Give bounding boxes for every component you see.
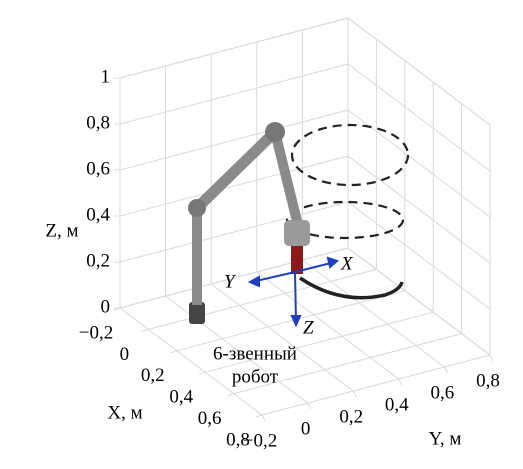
x-tick-label: −0,2: [79, 322, 113, 343]
x-axis-label: X, м: [107, 402, 142, 423]
frame-label: X: [340, 253, 354, 274]
x-tick-label: 0,4: [169, 387, 193, 408]
grid-line: [348, 64, 490, 171]
grid-line: [120, 202, 348, 262]
grid-line: [348, 156, 490, 263]
frame-arrow: [328, 258, 337, 267]
robot-link: [197, 132, 275, 208]
x-tick-label: 0,2: [141, 365, 165, 386]
y-tick: [444, 367, 447, 373]
y-tick-label: 0,6: [431, 382, 455, 403]
z-tick-label: 0: [101, 296, 111, 317]
y-tick-label: 0: [301, 418, 311, 439]
path-arc: [300, 278, 402, 298]
robot-joint: [188, 199, 206, 217]
y-tick-label: −0,2: [243, 430, 277, 451]
chart: X Y Z 6-звенный робот Z, м X, м Y, м −0,…: [0, 0, 523, 464]
z-tick-label: 0,8: [86, 112, 110, 133]
z-axis-label: Z, м: [45, 220, 78, 241]
grid-line: [348, 18, 490, 125]
grid-line: [148, 269, 376, 329]
annotation: робот: [232, 366, 279, 387]
robot-wrist: [284, 220, 310, 246]
z-tick-label: 0,6: [86, 158, 110, 179]
z-tick-label: 1: [101, 66, 111, 87]
helix-upper: [292, 125, 408, 185]
frame-axis: [295, 272, 296, 322]
x-tick: [199, 372, 205, 374]
grid-line: [120, 110, 348, 170]
y-tick-label: 0,4: [385, 394, 409, 415]
frame-label: Z: [303, 317, 314, 338]
grid: [114, 18, 493, 421]
y-tick: [262, 415, 265, 421]
robot: [188, 122, 310, 324]
y-tick: [399, 379, 402, 385]
y-axis-label: Y, м: [429, 428, 462, 449]
grid-line: [348, 248, 490, 355]
x-tick: [256, 415, 262, 417]
frame-label: Y: [224, 271, 237, 292]
robot-base: [189, 302, 205, 324]
x-tick: [142, 329, 148, 331]
frame-arrow: [292, 316, 300, 325]
y-tick-label: 0,2: [339, 406, 363, 427]
x-tick: [171, 351, 177, 353]
grid-line: [348, 202, 490, 309]
grid-line: [120, 64, 348, 124]
y-tick: [353, 391, 356, 397]
y-tick: [308, 403, 311, 409]
robot-joint: [265, 122, 285, 142]
grid-line: [120, 18, 348, 78]
x-tick-label: 0: [120, 344, 130, 365]
x-tick: [228, 394, 234, 396]
y-tick: [490, 355, 493, 361]
annotation: 6-звенный: [213, 343, 297, 364]
z-tick-label: 0,2: [86, 250, 110, 271]
y-tick-label: 0,8: [476, 370, 500, 391]
z-tick-label: 0,4: [86, 204, 110, 225]
grid-line: [302, 260, 444, 367]
frame-arrow: [250, 277, 259, 286]
x-tick-label: 0,6: [198, 408, 222, 429]
robot-link: [192, 205, 202, 305]
grid-line: [177, 291, 405, 351]
